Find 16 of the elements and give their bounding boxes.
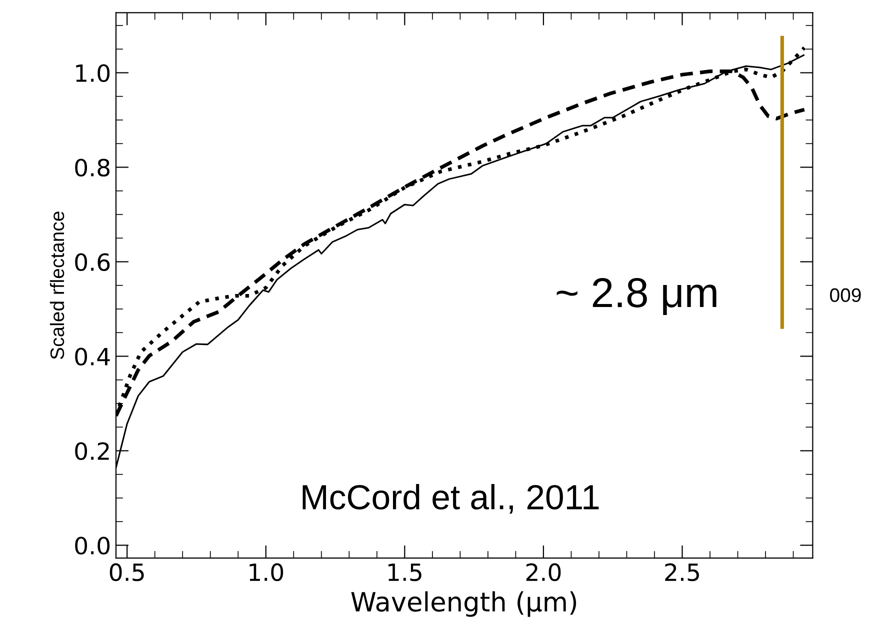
text: 009: [830, 288, 861, 302]
x-tick-label: 1.5: [388, 564, 422, 582]
x-tick-label: 1.0: [250, 563, 284, 582]
y-tick-label: 0.8: [75, 158, 110, 177]
annotation: ~ 2.8 μm: [556, 278, 716, 316]
x-tick-label: 0.5: [110, 563, 144, 582]
x-tick-label: 2.0: [526, 563, 561, 582]
x-tick-label: 2.5: [665, 563, 699, 582]
y-tick-label: 0.4: [75, 348, 110, 366]
y-tick-label: 0.0: [75, 536, 110, 555]
annotation: McCord et al., 2011: [302, 484, 599, 514]
y-tick-label: 0.2: [75, 442, 109, 460]
y-tick-label: 0.6: [75, 253, 110, 272]
y-tick-label: 1.0: [76, 64, 110, 82]
x-axis-title: Wavelength (μm): [351, 591, 576, 617]
y-axis-title: Scaled rflectance: [50, 212, 64, 360]
